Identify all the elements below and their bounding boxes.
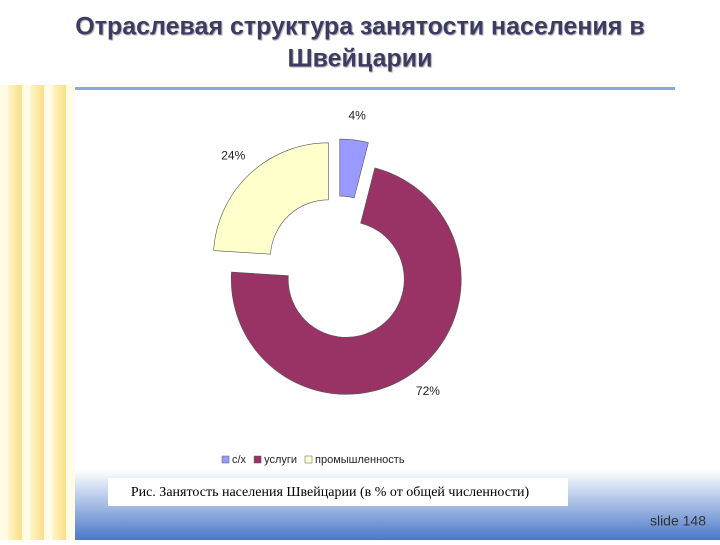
title-rule	[75, 87, 675, 90]
data-label: 72%	[416, 384, 440, 398]
legend-swatch	[221, 455, 230, 464]
donut-segment	[339, 138, 369, 199]
data-label: 24%	[221, 149, 245, 163]
title-line: Отраслевая структура занятости населения…	[75, 13, 644, 41]
slide-number: slide 148	[650, 513, 706, 529]
donut-segment	[230, 167, 462, 395]
caption-box	[108, 478, 568, 506]
donut-chart: 4% 72% 24% с/х услуги промышленность	[213, 108, 462, 466]
legend-swatch	[253, 455, 262, 464]
legend-label: услуги	[264, 454, 297, 466]
data-label: 4%	[349, 108, 367, 122]
legend-swatch	[304, 455, 313, 464]
left-decoration	[0, 85, 75, 540]
title-line: Швейцарии	[287, 45, 432, 73]
legend-label: с/х	[232, 454, 247, 466]
legend-label: промышленность	[315, 454, 405, 466]
donut-segment	[213, 142, 329, 255]
caption: Рис. Занятость населения Швейцарии (в % …	[131, 485, 530, 500]
